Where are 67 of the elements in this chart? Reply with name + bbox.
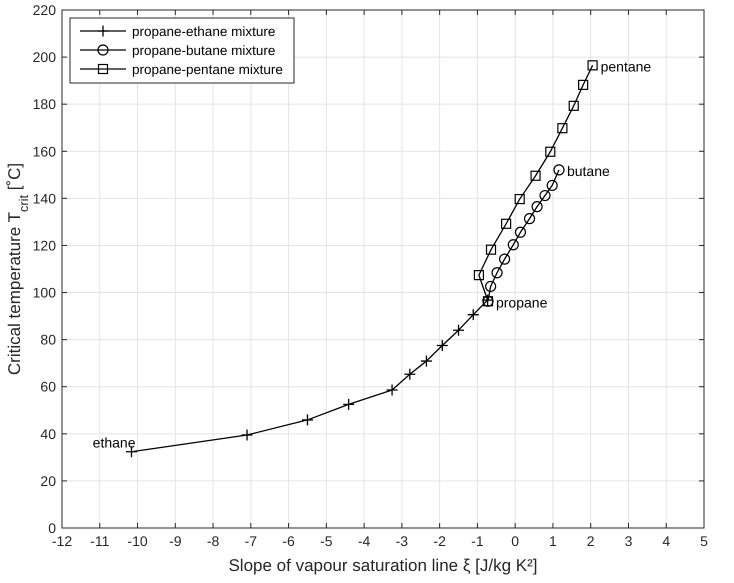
y-tick-label: 120 (32, 237, 56, 254)
point (420, 354, 433, 368)
annotation: ethane (92, 434, 136, 451)
point (557, 123, 568, 134)
point (508, 239, 519, 250)
x-tick-label: -9 (169, 533, 182, 549)
y-tick-label: 80 (40, 332, 56, 348)
point (539, 190, 551, 202)
x-tick-label: -5 (320, 533, 333, 549)
x-tick-label: -11 (90, 533, 110, 549)
y-tick-label: 180 (32, 96, 56, 112)
point (342, 398, 355, 411)
point (467, 308, 480, 321)
x-tick-label: -12 (52, 533, 72, 549)
point (474, 270, 484, 280)
point (524, 213, 536, 224)
y-tick-label: 20 (40, 472, 56, 489)
y-tick-label: 140 (32, 190, 56, 206)
x-axis-title: Slope of vapour saturation line ξ [J/kg K²] (228, 556, 538, 575)
y-tick-label: 60 (40, 378, 56, 395)
point (530, 170, 541, 181)
annotation: butane (566, 162, 610, 179)
point (404, 368, 416, 380)
point (491, 267, 503, 278)
point (485, 280, 496, 292)
legend-label: propane-butane mixture (132, 43, 276, 58)
y-tick-label: 220 (32, 2, 56, 18)
x-tick-label: 2 (586, 533, 595, 549)
x-tick-label: -8 (206, 533, 220, 549)
point (486, 244, 496, 255)
x-tick-label: 0 (511, 533, 520, 549)
x-tick-label: 3 (624, 533, 633, 549)
x-tick-label: -10 (127, 533, 148, 549)
x-tick-label: 5 (700, 533, 708, 549)
x-tick-label: 1 (549, 533, 558, 549)
point (531, 201, 543, 212)
point (587, 60, 598, 70)
x-tick-label: -4 (358, 533, 371, 549)
point (568, 100, 579, 111)
x-tick-label: -6 (282, 533, 296, 549)
y-tick-label: 40 (40, 426, 56, 442)
point (501, 218, 512, 229)
point (452, 324, 465, 336)
y-tick-label: 0 (48, 520, 56, 536)
x-tick-label: 4 (662, 533, 670, 549)
x-tick-label: -7 (244, 533, 258, 549)
point (386, 384, 398, 396)
point (553, 164, 565, 176)
annotation: pentane (600, 58, 652, 74)
point (578, 80, 588, 90)
point (546, 180, 558, 192)
point (436, 339, 448, 352)
point (545, 146, 556, 157)
point (499, 254, 510, 265)
point (514, 194, 525, 204)
annotation: propane (496, 294, 548, 310)
y-tick-label: 200 (32, 49, 56, 66)
legend-label: propane-pentane mixture (132, 62, 283, 77)
x-tick-label: -1 (471, 533, 484, 549)
x-tick-label: -3 (396, 533, 408, 549)
legend-label: propane-ethane mixture (132, 24, 276, 39)
y-tick-label: 160 (32, 143, 56, 160)
y-tick-label: 100 (32, 284, 56, 301)
x-tick-label: -2 (433, 533, 446, 549)
point (301, 414, 314, 426)
point (514, 226, 526, 238)
point (240, 428, 254, 442)
